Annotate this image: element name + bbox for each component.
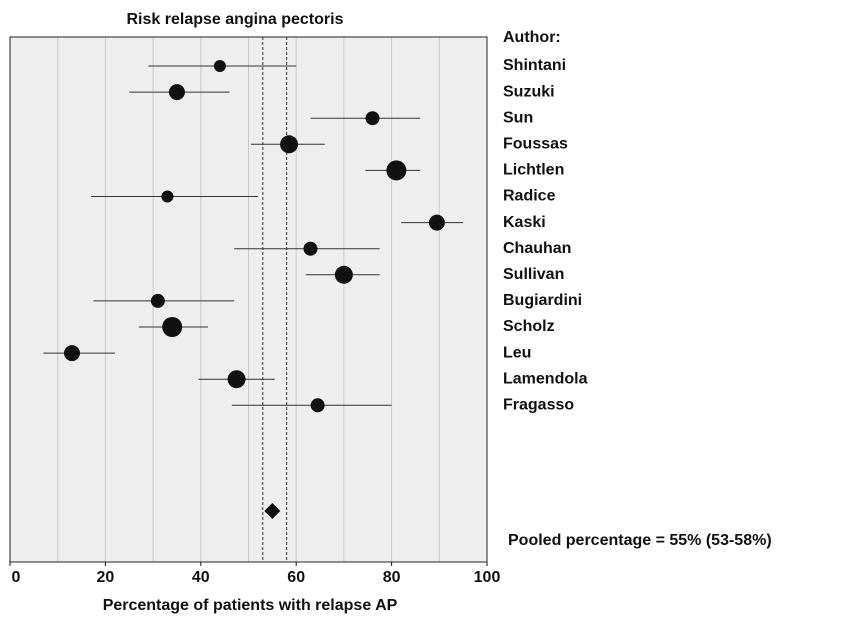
study-point xyxy=(310,398,325,413)
pooled-label: Pooled percentage = 55% (53-58%) xyxy=(508,532,772,549)
study-point xyxy=(213,60,226,72)
study-label: Lamendola xyxy=(503,370,588,387)
x-tick-label: 20 xyxy=(97,569,115,586)
x-tick-label: 0 xyxy=(12,569,21,586)
x-tick-label: 100 xyxy=(474,569,501,586)
study-label: Bugiardini xyxy=(503,292,582,309)
x-tick-label: 80 xyxy=(383,569,401,586)
pooled-diamond xyxy=(264,503,281,519)
x-tick-label: 60 xyxy=(287,569,305,586)
study-point xyxy=(280,135,299,154)
study-label: Leu xyxy=(503,344,531,361)
study-point xyxy=(150,293,165,308)
study-label: Sullivan xyxy=(503,266,564,283)
chart-title: Risk relapse angina pectoris xyxy=(127,11,344,28)
study-label: Radice xyxy=(503,188,556,205)
x-axis-label: Percentage of patients with relapse AP xyxy=(103,597,398,614)
study-point xyxy=(64,345,81,362)
study-label: Sun xyxy=(503,109,533,126)
study-point xyxy=(227,370,246,389)
study-point xyxy=(365,111,380,126)
study-label: Scholz xyxy=(503,318,555,335)
study-label: Fragasso xyxy=(503,397,574,414)
study-label: Foussas xyxy=(503,136,568,153)
study-point xyxy=(428,214,445,231)
study-label: Kaski xyxy=(503,214,546,231)
study-point xyxy=(168,84,185,101)
study-point xyxy=(162,317,183,337)
x-tick-label: 40 xyxy=(192,569,210,586)
study-point xyxy=(386,160,407,181)
study-label: Suzuki xyxy=(503,83,555,100)
study-label: Lichtlen xyxy=(503,162,564,179)
study-point xyxy=(161,190,174,203)
study-point xyxy=(334,265,353,284)
legend-title: Author: xyxy=(503,29,561,46)
study-point xyxy=(303,241,318,256)
study-label: Chauhan xyxy=(503,240,571,257)
plot-border xyxy=(9,36,488,563)
study-label: Shintani xyxy=(503,57,566,74)
